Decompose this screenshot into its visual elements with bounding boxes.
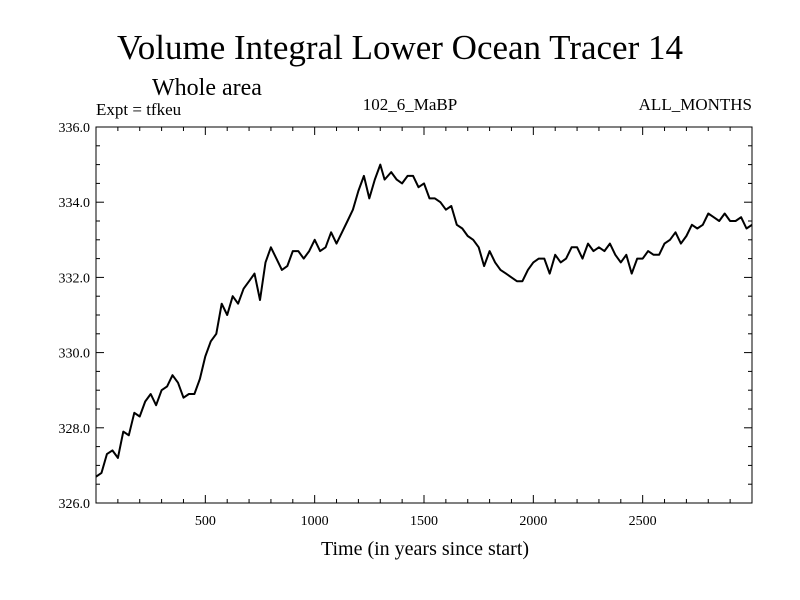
x-tick-label: 1500 [410, 514, 438, 529]
x-tick-label: 2500 [629, 514, 657, 529]
months-label: ALL_MONTHS [638, 95, 752, 114]
chart-title: Volume Integral Lower Ocean Tracer 14 [117, 28, 683, 67]
y-tick-label: 330.0 [59, 347, 91, 362]
y-tick-label: 334.0 [59, 196, 91, 211]
series-line-0 [95, 163, 753, 478]
y-tick-label: 326.0 [59, 497, 91, 512]
period-label: 102_6_MaBP [362, 95, 458, 114]
y-tick-label: 328.0 [59, 422, 91, 437]
plot-area [95, 163, 753, 478]
axes: 500 1000 1500 2000 2500 326.0 328.0 330.0 332.0 3… [59, 121, 753, 529]
x-axis-label: Time (in years since start) [321, 538, 529, 560]
y-tick-label: 332.0 [59, 271, 91, 286]
x-tick-label: 1000 [301, 514, 329, 529]
y-tick-label: 336.0 [59, 121, 91, 136]
x-tick-label: 2000 [519, 514, 547, 529]
experiment-label: Expt = tfkeu [96, 100, 182, 119]
x-tick-label: 500 [195, 514, 216, 529]
chart-subtitle: Whole area [152, 75, 262, 101]
